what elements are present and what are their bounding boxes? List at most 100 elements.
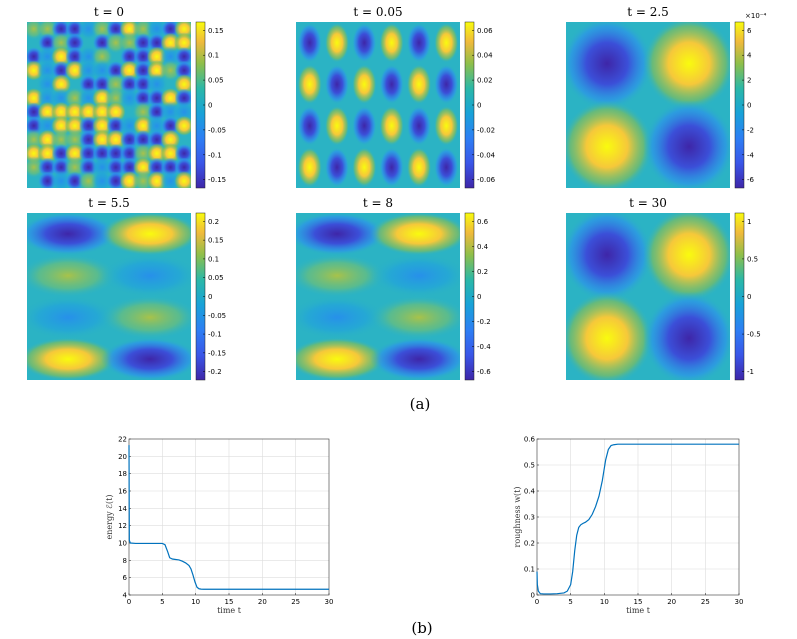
heatmap-blob [27, 337, 118, 380]
heatmap-field [27, 213, 191, 380]
colorbar-tick-label: 1 [747, 218, 751, 226]
y-tick-label: 12 [118, 522, 127, 530]
colorbar-tick-label: -0.02 [477, 126, 495, 134]
x-tick-label: 0 [127, 598, 131, 606]
heatmap-blob [297, 105, 322, 146]
x-tick-label: 25 [701, 598, 710, 606]
x-tick-label: 25 [291, 598, 300, 606]
heatmap-blob [296, 295, 387, 340]
energy-chart: 0 5 10 15 20 25 30 4 6 8 10 12 14 16 18 20 22 time t energ… [105, 436, 333, 616]
x-tick-label: 10 [600, 598, 609, 606]
colorbar-tick-label: 0.15 [208, 27, 224, 35]
heatmap-blob [297, 64, 322, 105]
heatmap-blob [566, 291, 653, 380]
heatmap-field [27, 22, 191, 188]
colorbar-tick-label: -1 [747, 368, 754, 376]
heatmap-background [296, 22, 460, 188]
y-tick-label: 16 [118, 488, 127, 496]
heatmap-blob [27, 253, 118, 298]
colorbar-tick-label: 0 [747, 293, 751, 301]
heatmap-blob [296, 253, 387, 298]
heatmap-blob [27, 295, 118, 340]
heatmap-blob [324, 22, 350, 63]
y-tick-label: 0.4 [524, 488, 536, 496]
y-tick-label: 6 [123, 574, 128, 582]
colorbar-tick-label: 2 [747, 77, 751, 85]
y-axis-label: roughness w(t) [513, 486, 522, 547]
heatmap-blob [369, 295, 460, 340]
colorbar-tick-label: -0.05 [208, 312, 226, 320]
heatmap-blob [37, 143, 58, 164]
colorbar-tick-label: 0.5 [747, 255, 758, 263]
heatmap-blob [173, 170, 191, 188]
colorbar-tick-label: -0.1 [208, 331, 222, 339]
heatmap-blob [566, 22, 653, 110]
heatmap-blob [297, 147, 322, 188]
y-tick-label: 10 [118, 540, 127, 548]
x-tick-label: 5 [568, 598, 572, 606]
colorbar-tick-label: -0.5 [747, 331, 761, 339]
heatmap-blob [65, 33, 85, 53]
heatmap-blob [369, 253, 460, 298]
x-tick-label: 20 [258, 598, 267, 606]
heatmap-blob [352, 105, 377, 146]
heatmap-blob [105, 129, 127, 150]
colorbar-tick-label: -0.2 [477, 318, 491, 326]
colorbar-tick-label: -4 [747, 151, 755, 159]
colorbar-exponent: ×10⁻⁴ [745, 12, 766, 20]
heatmap-blob [379, 147, 404, 188]
colorbar-tick-label: 0 [747, 102, 751, 110]
y-tick-label: 20 [118, 453, 127, 461]
heatmap-blob [145, 114, 168, 137]
heatmap-blob [63, 156, 86, 179]
heatmap-blob [91, 59, 114, 82]
heatmap-blob [352, 64, 377, 105]
caption-a: (a) [410, 395, 431, 413]
heatmap-blob [406, 64, 432, 105]
heatmap-blob [296, 337, 387, 380]
heatmap-blob [119, 60, 140, 81]
heatmap-blob [173, 115, 191, 137]
y-tick-label: 14 [118, 505, 127, 513]
heatmap-blob [434, 105, 459, 146]
x-tick-label: 20 [667, 598, 676, 606]
colorbar-tick-label: 0.02 [477, 77, 493, 85]
heatmap-blob [434, 22, 459, 63]
colorbar-tick-label: -0.6 [477, 368, 491, 376]
colorbar-tick-label: 0 [208, 293, 212, 301]
panel-title: t = 8 [363, 196, 393, 210]
heatmap-blob [643, 291, 730, 380]
colorbar-tick-label: 4 [747, 52, 752, 60]
heatmap-blob [379, 105, 404, 146]
heatmap-blob [160, 143, 181, 164]
colorbar-tick-label: 0.1 [208, 255, 219, 263]
heatmap-panel: t = 0 0.15 0.1 0.05 0 -0.05 -0.1 -0.15 [27, 5, 226, 189]
heatmap-blob [133, 33, 153, 53]
colorbar-tick-label: 0.6 [477, 218, 489, 226]
panel-title: t = 0.05 [353, 5, 402, 19]
series-line-roughness [536, 443, 739, 595]
roughness-chart: 0 5 10 15 20 25 30 0 0.1 0.2 0.3 0.4 0.5 0.6 time t rou… [513, 436, 743, 616]
y-tick-label: 0.5 [524, 462, 535, 470]
heatmap-blob [296, 213, 387, 256]
colorbar-tick-label: 0.15 [208, 237, 224, 245]
colorbar-tick-label: -0.2 [208, 368, 222, 376]
y-tick-label: 0 [531, 592, 535, 600]
colorbar-tick-label: -6 [747, 176, 755, 184]
heatmap-blob [159, 59, 182, 82]
x-axis-label: time t [217, 606, 242, 615]
heatmap-blob [100, 253, 191, 298]
heatmap-field [566, 22, 730, 188]
heatmap-blob [324, 64, 350, 105]
heatmap-blob [406, 105, 432, 146]
heatmap-blob [118, 87, 141, 110]
heatmap-blob [352, 22, 377, 63]
heatmap-blob [406, 147, 432, 188]
heatmap-blob [369, 213, 460, 256]
colorbar-tick-label: -0.15 [208, 349, 226, 357]
colorbar-tick-label: 0.05 [208, 274, 224, 282]
heatmap-blob [100, 337, 191, 380]
x-tick-label: 30 [325, 598, 334, 606]
heatmap-blob [297, 22, 322, 63]
heatmap-field [566, 213, 730, 380]
